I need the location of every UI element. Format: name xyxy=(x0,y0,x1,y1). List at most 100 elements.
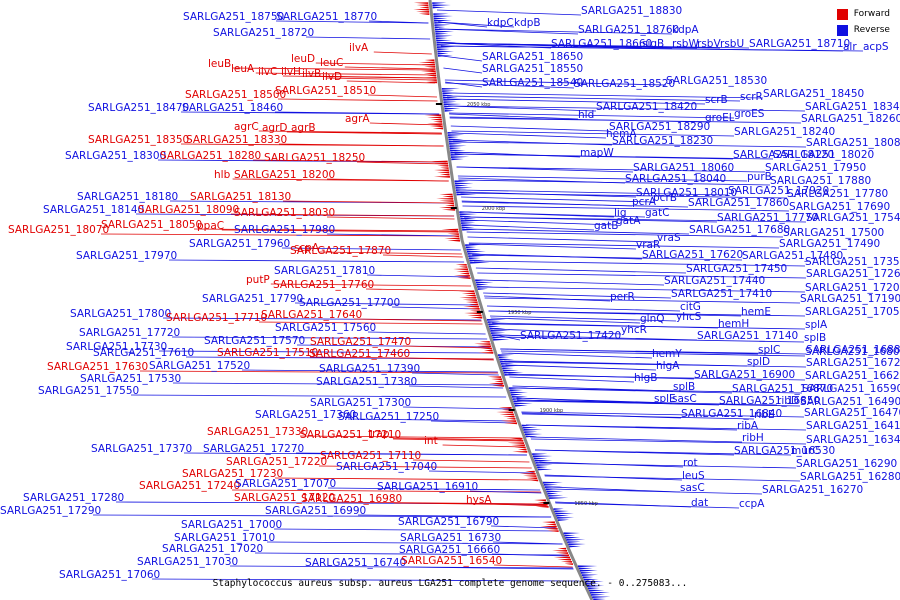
gene-label: SARLGA251_17070 xyxy=(235,478,336,490)
gene-label: groES xyxy=(734,108,765,120)
gene-label: SARLGA251_17680 xyxy=(689,224,790,236)
connector-line xyxy=(534,449,792,456)
reverse-gene xyxy=(491,334,511,337)
forward-gene xyxy=(564,563,573,565)
gene-label: SARLGA251_18070 xyxy=(8,224,109,236)
gene-label: SARLGA251_18180 xyxy=(77,191,178,203)
reverse-gene xyxy=(467,253,481,255)
forward-gene xyxy=(494,380,503,383)
connector-line xyxy=(517,400,801,407)
reverse-gene xyxy=(537,468,553,471)
gene-label: glnQ xyxy=(640,313,665,325)
forward-gene xyxy=(429,125,443,128)
connector-line xyxy=(487,305,681,312)
connector-line xyxy=(447,98,706,105)
gene-features xyxy=(413,2,611,600)
reverse-gene xyxy=(475,281,494,284)
reverse-gene xyxy=(435,33,449,35)
reverse-gene xyxy=(466,248,481,251)
reverse-gene xyxy=(500,360,519,363)
reverse-gene xyxy=(442,92,459,95)
connector-line xyxy=(509,376,635,383)
gene-label: putP xyxy=(246,274,270,286)
gene-label: splB xyxy=(804,332,826,344)
gene-label: SARLGA251_17410 xyxy=(671,288,772,300)
gene-label: SARLGA251_17630 xyxy=(47,361,148,373)
reverse-gene xyxy=(432,6,446,9)
gene-label: SARLGA251_17220 xyxy=(226,456,327,468)
reverse-gene xyxy=(556,514,570,517)
gene-label: SARLGA251_17780 xyxy=(787,188,888,200)
gene-label: SARLGA251_16730 xyxy=(400,532,501,544)
reverse-gene xyxy=(487,321,501,323)
reverse-gene xyxy=(547,492,559,495)
connector-line xyxy=(549,488,763,495)
gene-label: hemH xyxy=(718,318,749,330)
gene-label: SARLGA251_17280 xyxy=(23,492,124,504)
forward-gene xyxy=(424,59,435,62)
gene-label: SARLGA251_16870 xyxy=(732,383,833,395)
reverse-gene xyxy=(435,37,448,40)
connector-line xyxy=(462,205,790,212)
reverse-gene xyxy=(448,136,459,139)
gene-label: SARLGA251_18660 xyxy=(551,38,652,50)
connector-line xyxy=(402,345,491,349)
reverse-gene xyxy=(524,433,543,436)
gene-label: SARLGA251_17230 xyxy=(182,468,283,480)
connector-line xyxy=(346,80,436,84)
reverse-gene xyxy=(442,94,454,97)
forward-gene xyxy=(433,176,450,178)
connector-line xyxy=(445,81,483,88)
gene-label: SARLGA251_17390 xyxy=(319,363,420,375)
forward-gene xyxy=(432,127,444,130)
reverse-gene xyxy=(509,389,523,392)
gene-label: SARLGA251_17540 xyxy=(806,212,900,224)
gene-label: SARLGA251_17980 xyxy=(234,224,335,236)
connector-line xyxy=(501,352,653,359)
reverse-gene xyxy=(565,536,581,539)
gene-label: SARLGA251_17060 xyxy=(59,569,160,581)
forward-gene xyxy=(458,266,468,268)
gene-label: vraS xyxy=(657,232,681,244)
connector-line xyxy=(274,111,440,115)
connector-line xyxy=(495,334,698,341)
reverse-gene xyxy=(461,224,480,227)
reverse-gene xyxy=(522,426,538,429)
gene-label: scrR xyxy=(740,91,763,103)
connector-line xyxy=(449,112,735,119)
forward-gene xyxy=(420,77,437,79)
connector-line xyxy=(252,159,446,163)
connector-line xyxy=(356,161,447,165)
gene-label: trap xyxy=(368,428,390,440)
gene-label: SARLGA251_17050 xyxy=(805,306,900,318)
reverse-gene xyxy=(508,387,529,389)
forward-gene xyxy=(458,290,475,293)
reverse-gene xyxy=(584,580,604,583)
gene-label: SARLGA251_17860 xyxy=(688,197,789,209)
reverse-gene xyxy=(450,149,466,152)
forward-gene xyxy=(427,68,436,70)
gene-label: SARLGA251_17530 xyxy=(80,373,181,385)
gene-label: SARLGA251_16340 xyxy=(806,434,900,446)
gene-label: SARLGA251_18760 xyxy=(578,24,679,36)
forward-gene xyxy=(434,162,448,165)
gene-label: lig xyxy=(614,207,627,219)
scale-ticks: 2050 kbp 2000 kbp 1950 kbp 1900 kbp 1850 kbp xyxy=(435,102,598,507)
forward-gene xyxy=(445,204,455,207)
connector-line xyxy=(490,315,677,322)
gene-label: SARLGA251_18650 xyxy=(482,51,583,63)
connector-line xyxy=(315,62,434,66)
reverse-gene xyxy=(432,2,447,4)
connector-line xyxy=(92,514,552,518)
reverse-gene xyxy=(521,424,533,427)
legend-reverse-swatch xyxy=(836,24,848,36)
gene-label: SARLGA251_17200 xyxy=(805,282,900,294)
gene-label: SARLGA251_17350 xyxy=(805,256,900,268)
gene-label: hemA xyxy=(606,128,637,140)
gene-label: hlb xyxy=(214,169,231,181)
connector-line xyxy=(539,462,797,469)
gene-label: SARLGA251_16900 xyxy=(694,369,795,381)
forward-gene xyxy=(455,264,467,266)
reverse-gene xyxy=(454,180,469,183)
gene-label: splD xyxy=(747,356,770,368)
